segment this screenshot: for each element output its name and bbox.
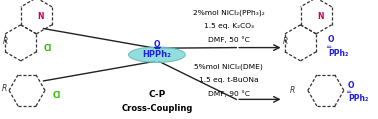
Text: N: N xyxy=(317,12,324,21)
Text: O: O xyxy=(328,35,335,44)
Text: PPh₂: PPh₂ xyxy=(348,94,368,103)
Text: Cl: Cl xyxy=(52,91,60,100)
Text: R: R xyxy=(283,37,288,46)
Text: 5%mol NiCl₂(DME): 5%mol NiCl₂(DME) xyxy=(194,63,263,70)
Text: DMF, 90 °C: DMF, 90 °C xyxy=(208,91,250,97)
Ellipse shape xyxy=(129,47,185,62)
Text: HPPh₂: HPPh₂ xyxy=(143,50,171,59)
Text: R: R xyxy=(3,37,8,46)
Text: 1.5 eq. K₂CO₃: 1.5 eq. K₂CO₃ xyxy=(204,23,254,29)
Text: ═: ═ xyxy=(346,89,350,95)
Text: PPh₂: PPh₂ xyxy=(328,49,349,58)
Text: Cl: Cl xyxy=(43,44,52,53)
Text: Cross-Coupling: Cross-Coupling xyxy=(121,104,192,113)
Text: R: R xyxy=(2,84,7,93)
Text: N: N xyxy=(37,12,44,21)
Text: O: O xyxy=(153,40,160,49)
Text: 1.5 eq. t-BuONa: 1.5 eq. t-BuONa xyxy=(199,77,259,83)
Text: C-P: C-P xyxy=(148,89,166,99)
Text: O: O xyxy=(348,81,354,90)
Text: 2%mol NiCl₂(PPh₃)₂: 2%mol NiCl₂(PPh₃)₂ xyxy=(193,9,265,16)
Text: DMF, 50 °C: DMF, 50 °C xyxy=(208,37,249,43)
Text: R: R xyxy=(290,86,295,95)
Text: ═: ═ xyxy=(326,43,330,49)
